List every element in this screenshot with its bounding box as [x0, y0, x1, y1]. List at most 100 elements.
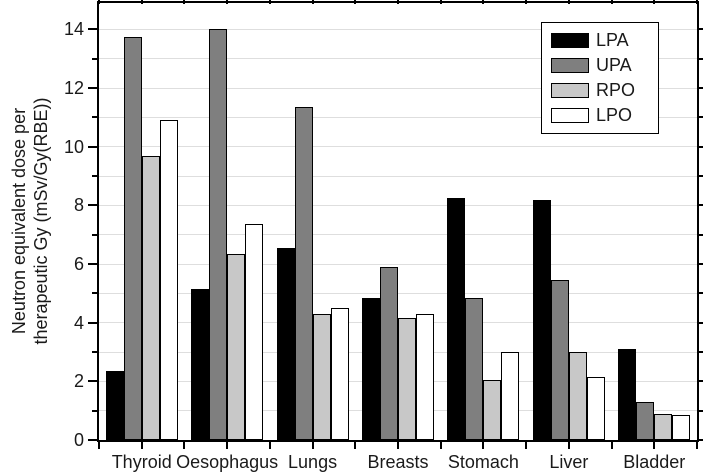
y-tick-minor-right-11: [699, 116, 703, 119]
gridline-y10: [99, 146, 697, 148]
y-tick-minor-right-13: [699, 57, 703, 60]
bar-lpo-liver: [586, 376, 605, 440]
x-tick-top-3: [226, 0, 229, 4]
legend-label-upa: UPA: [596, 55, 632, 75]
bar-lpa-stomach: [447, 198, 466, 440]
y-tick-major-left-2: [88, 380, 97, 383]
bar-rpo-bladder: [654, 413, 673, 440]
y-tick-major-left-14: [88, 28, 97, 31]
bar-lpa-oesophagus: [191, 288, 210, 440]
bar-lpa-lungs: [276, 247, 295, 440]
legend-label-rpo: RPO: [596, 80, 636, 100]
x-tick-top-9: [482, 0, 485, 4]
y-tick-label-4: 4: [73, 312, 84, 333]
y-tick-major-left-6: [88, 263, 97, 266]
bar-lpo-thyroid: [159, 120, 178, 440]
x-tick-top-6: [354, 0, 357, 4]
y-tick-label-6: 6: [73, 254, 84, 275]
bar-rpo-lungs: [312, 313, 331, 440]
y-tick-major-right-12: [699, 87, 703, 90]
bar-rpo-stomach: [483, 379, 502, 440]
gridline-y8: [99, 204, 697, 206]
y-tick-minor-right-9: [699, 175, 703, 178]
bar-group-oesophagus: [184, 3, 269, 440]
x-tick-bottom-13: [653, 442, 656, 449]
y-tick-label-10: 10: [63, 136, 84, 157]
legend-item-rpo: RPO: [551, 80, 649, 101]
x-category-label-breasts: Breasts: [367, 452, 429, 472]
bar-lpa-liver: [532, 199, 551, 440]
legend-item-upa: UPA: [551, 55, 649, 76]
gridline-y13: [99, 58, 697, 60]
x-category-label-stomach: Stomach: [447, 452, 519, 472]
y-tick-major-left-10: [88, 145, 97, 148]
y-tick-label-8: 8: [73, 195, 84, 216]
gridline-y7: [99, 234, 697, 236]
legend-label-lpo: LPO: [596, 105, 633, 125]
x-tick-top-7: [397, 0, 399, 4]
bar-upa-lungs: [294, 107, 313, 440]
x-tick-bottom-1: [140, 442, 143, 449]
x-tick-bottom-0: [98, 442, 100, 449]
y-tick-minor-right-7: [699, 233, 703, 236]
legend-swatch-lpa: [551, 33, 589, 48]
x-tick-bottom-5: [311, 442, 314, 449]
bar-upa-stomach: [465, 297, 484, 440]
bar-lpo-oesophagus: [245, 224, 264, 440]
gridline-y5: [99, 292, 697, 294]
bar-lpo-lungs: [330, 308, 349, 440]
legend-item-lpo: LPO: [551, 105, 649, 126]
plot-inner: LPA UPA RPO LPO: [99, 3, 697, 440]
bar-rpo-breasts: [397, 318, 416, 440]
x-category-label-bladder: Bladder: [623, 452, 686, 472]
x-tick-top-4: [268, 0, 271, 4]
bar-rpo-thyroid: [141, 155, 160, 440]
y-tick-major-right-2: [699, 380, 703, 383]
x-tick-top-1: [140, 0, 143, 4]
y-tick-minor-right-3: [699, 351, 703, 353]
bar-upa-bladder: [636, 401, 655, 440]
bar-group-bladder: [612, 3, 697, 440]
bars-layer: [99, 3, 697, 440]
y-tick-minor-left-13: [92, 57, 97, 60]
y-tick-minor-left-5: [92, 292, 97, 295]
bar-upa-breasts: [379, 266, 398, 440]
x-tick-bottom-3: [226, 442, 229, 449]
gridline-y9: [99, 175, 697, 177]
x-tick-top-10: [525, 0, 528, 4]
y-tick-label-2: 2: [73, 371, 84, 392]
x-tick-top-0: [98, 0, 100, 4]
y-tick-major-right-8: [699, 204, 703, 207]
x-category-label-thyroid: Thyroid: [111, 452, 172, 472]
bar-group-thyroid: [99, 3, 184, 440]
gridline-y6: [99, 263, 697, 265]
x-tick-bottom-11: [567, 442, 570, 449]
y-tick-major-right-14: [699, 28, 703, 31]
x-tick-bottom-12: [610, 442, 613, 449]
y-tick-minor-left-7: [92, 233, 97, 236]
legend-swatch-rpo: [551, 83, 589, 98]
y-tick-major-left-12: [88, 87, 97, 90]
x-tick-top-8: [439, 0, 442, 4]
x-tick-bottom-6: [354, 442, 357, 449]
y-tick-minor-right-1: [699, 409, 703, 412]
y-tick-major-right-0: [699, 439, 703, 441]
y-tick-major-left-8: [88, 204, 97, 207]
bar-lpo-bladder: [672, 415, 691, 440]
bar-lpa-thyroid: [105, 371, 124, 440]
gridline-y12: [99, 87, 697, 89]
bar-group-breasts: [355, 3, 440, 440]
y-tick-minor-left-1: [92, 409, 97, 412]
y-tick-major-right-6: [699, 263, 703, 266]
bar-lpo-breasts: [415, 313, 434, 440]
x-category-label-oesophagus: Oesophagus: [176, 452, 279, 472]
legend: LPA UPA RPO LPO: [541, 22, 659, 134]
y-axis-title-line1: Neutron equivalent dose per: [9, 107, 29, 335]
bar-upa-oesophagus: [209, 29, 228, 440]
bar-upa-liver: [550, 280, 569, 440]
bar-lpa-breasts: [361, 297, 380, 440]
y-tick-major-right-10: [699, 145, 703, 148]
x-tick-bottom-8: [439, 442, 442, 449]
x-tick-bottom-9: [482, 442, 485, 449]
